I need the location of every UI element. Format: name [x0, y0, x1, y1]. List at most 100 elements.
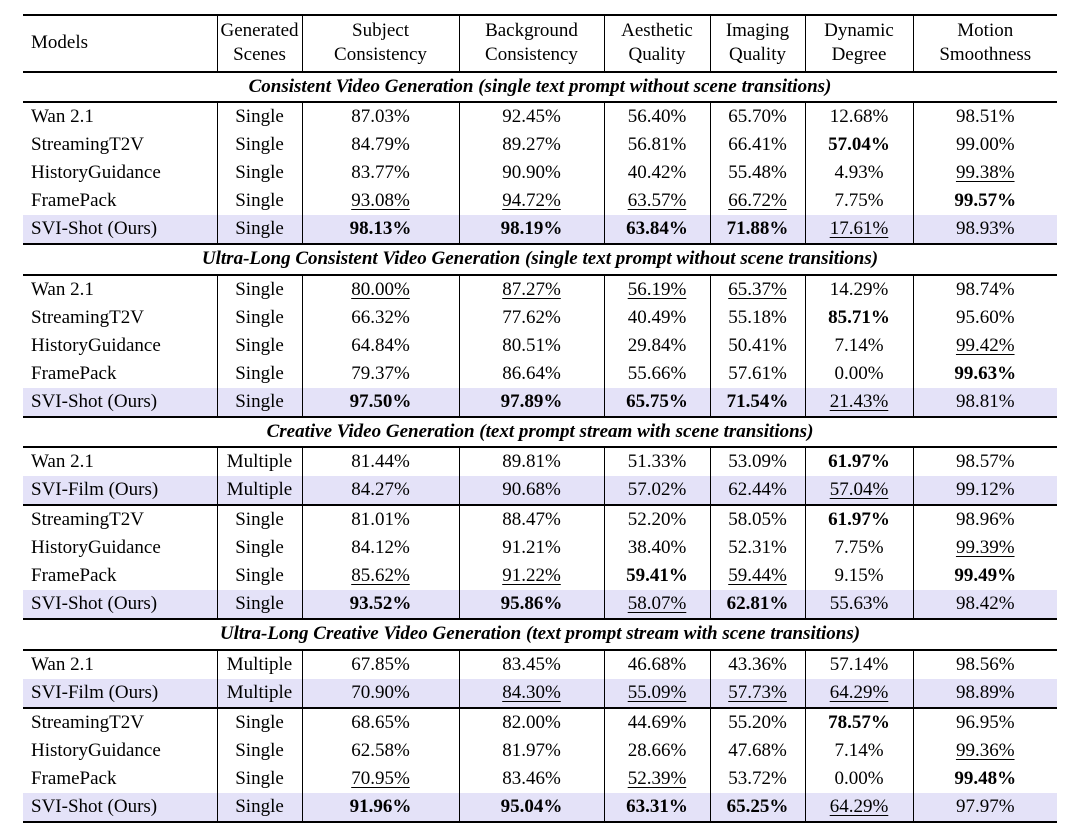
table-row: Wan 2.1 Multiple 81.44% 89.81% 51.33% 53.09% 6… [23, 447, 1057, 477]
table-row: HistoryGuidance Single 64.84% 80.51% 29.84% 5… [23, 331, 1057, 360]
value-cell-background-consistency: 97.89% [458, 387, 604, 417]
value-cell-motion-smoothness: 99.49% [912, 562, 1057, 591]
generated-scenes-cell: Single [216, 159, 302, 188]
generated-scenes-cell: Multiple [216, 679, 302, 708]
value-cell-motion-smoothness: 98.56% [912, 650, 1057, 679]
col-header-line: Scenes [233, 44, 286, 66]
generated-scenes-cell: Multiple [216, 476, 302, 506]
value-cell-subject-consistency: 70.95% [301, 765, 459, 793]
value-cell-motion-smoothness: 98.42% [912, 590, 1057, 620]
model-name-cell: HistoryGuidance [31, 162, 161, 184]
col-header-line: Motion [957, 20, 1014, 41]
model-name-cell: FramePack [31, 190, 117, 212]
value-cell-imaging-quality: 55.20% [709, 707, 805, 737]
value-cell-aesthetic-quality: 59.41% [603, 562, 710, 591]
value-cell-subject-consistency: 93.08% [301, 187, 459, 216]
value-cell-subject-consistency: 93.52% [301, 590, 459, 620]
table-body: Consistent Video Generation (single text… [23, 70, 1057, 822]
generated-scenes-cell: Single [216, 359, 302, 388]
model-name-cell: StreamingT2V [31, 134, 144, 156]
model-name-cell: StreamingT2V [23, 707, 217, 737]
col-header-background-consistency: Background Consistency [458, 15, 604, 73]
value-cell-imaging-quality: 55.18% [709, 303, 805, 332]
col-header-line: Consistency [334, 44, 427, 66]
value-cell-aesthetic-quality: 57.02% [603, 476, 710, 506]
value-cell-aesthetic-quality: 40.42% [603, 159, 710, 188]
col-header-line: Quality [628, 44, 686, 66]
generated-scenes-cell: Single [216, 187, 302, 216]
results-table: Models Generated Scenes Subject Consistency B… [23, 14, 1057, 823]
value-cell-background-consistency: 90.90% [458, 159, 604, 188]
generated-scenes-cell: Single [216, 504, 302, 535]
table-row: Wan 2.1 Single 80.00% 87.27% 56.19% 65.37% 14.… [23, 274, 1057, 304]
value-cell-subject-consistency: 84.27% [301, 476, 459, 506]
table-row: FramePack Single 85.62% 91.22% 59.41% 59.44% 9… [23, 562, 1057, 591]
value-cell-subject-consistency: 84.12% [301, 534, 459, 563]
model-name-cell: SVI-Shot (Ours) [23, 590, 217, 620]
value-cell-aesthetic-quality: 52.20% [603, 504, 710, 535]
generated-scenes-cell: Single [216, 534, 302, 563]
value-cell-imaging-quality: 65.37% [709, 274, 805, 304]
generated-scenes-cell: Single [216, 590, 302, 620]
table-row: StreamingT2V Single 81.01% 88.47% 52.20% 58.0… [23, 504, 1057, 535]
value-cell-imaging-quality: 66.72% [709, 187, 805, 216]
value-cell-dynamic-degree: 12.68% [804, 102, 913, 132]
value-cell-background-consistency: 95.86% [458, 590, 604, 620]
generated-scenes-cell: Single [216, 331, 302, 360]
value-cell-motion-smoothness: 98.89% [912, 679, 1057, 708]
generated-scenes-cell: Single [216, 707, 302, 737]
section-header-row: Ultra-Long Creative Video Generation (te… [23, 618, 1057, 651]
value-cell-subject-consistency: 68.65% [301, 707, 459, 737]
section-title: Ultra-Long Consistent Video Generation (… [23, 243, 1057, 276]
model-name-cell: Wan 2.1 [31, 106, 94, 128]
value-cell-subject-consistency: 62.58% [301, 737, 459, 765]
value-cell-background-consistency: 91.22% [458, 562, 604, 591]
value-cell-imaging-quality: 62.81% [709, 590, 805, 620]
table-row: SVI-Film (Ours) Multiple 70.90% 84.30% 55.09… [23, 679, 1057, 708]
value-cell-background-consistency: 81.97% [458, 737, 604, 765]
value-cell-aesthetic-quality: 55.66% [603, 359, 710, 388]
generated-scenes-cell: Single [216, 131, 302, 160]
value-cell-imaging-quality: 62.44% [709, 476, 805, 506]
model-name-cell: SVI-Shot (Ours) [23, 387, 217, 417]
value-cell-dynamic-degree: 57.14% [804, 650, 913, 679]
value-cell-aesthetic-quality: 56.81% [603, 131, 710, 160]
value-cell-motion-smoothness: 97.97% [912, 793, 1057, 822]
value-cell-subject-consistency: 70.90% [301, 679, 459, 708]
value-cell-subject-consistency: 84.79% [301, 131, 459, 160]
value-cell-aesthetic-quality: 56.19% [603, 274, 710, 304]
col-header-line: Models [31, 32, 88, 54]
model-name-cell: SVI-Film (Ours) [23, 679, 217, 708]
table-row: StreamingT2V Single 84.79% 89.27% 56.81% 66.4… [23, 131, 1057, 160]
value-cell-dynamic-degree: 55.63% [804, 590, 913, 620]
generated-scenes-cell: Single [216, 274, 302, 304]
value-cell-imaging-quality: 53.72% [709, 765, 805, 793]
value-cell-dynamic-degree: 57.04% [804, 476, 913, 506]
value-cell-motion-smoothness: 99.48% [912, 765, 1057, 793]
value-cell-aesthetic-quality: 28.66% [603, 737, 710, 765]
table-row: FramePack Single 79.37% 86.64% 55.66% 57.61% 0… [23, 359, 1057, 388]
value-cell-motion-smoothness: 98.57% [912, 447, 1057, 477]
value-cell-dynamic-degree: 17.61% [804, 215, 913, 245]
model-name-cell: StreamingT2V [23, 504, 217, 535]
table-row: FramePack Single 93.08% 94.72% 63.57% 66.72% 7… [23, 187, 1057, 216]
value-cell-dynamic-degree: 14.29% [804, 274, 913, 304]
value-cell-subject-consistency: 98.13% [301, 215, 459, 245]
value-cell-aesthetic-quality: 38.40% [603, 534, 710, 563]
value-cell-aesthetic-quality: 55.09% [603, 679, 710, 708]
table-row: SVI-Film (Ours) Multiple 84.27% 90.68% 57.02… [23, 476, 1057, 506]
value-cell-imaging-quality: 71.88% [709, 215, 805, 245]
value-cell-subject-consistency: 67.85% [301, 650, 459, 679]
col-header-line: Smoothness [939, 44, 1032, 66]
model-name-cell: SVI-Shot (Ours) [23, 793, 217, 822]
table-row: SVI-Shot (Ours) Single 91.96% 95.04% 63.31% 6… [23, 793, 1057, 822]
table-row: StreamingT2V Single 66.32% 77.62% 40.49% 55.1… [23, 303, 1057, 332]
value-cell-aesthetic-quality: 63.84% [603, 215, 710, 245]
col-header-line: Background [485, 20, 578, 41]
value-cell-background-consistency: 83.46% [458, 765, 604, 793]
value-cell-background-consistency: 89.81% [458, 447, 604, 477]
value-cell-dynamic-degree: 7.75% [804, 187, 913, 216]
value-cell-subject-consistency: 83.77% [301, 159, 459, 188]
value-cell-aesthetic-quality: 58.07% [603, 590, 710, 620]
col-header-line: Degree [831, 44, 887, 66]
